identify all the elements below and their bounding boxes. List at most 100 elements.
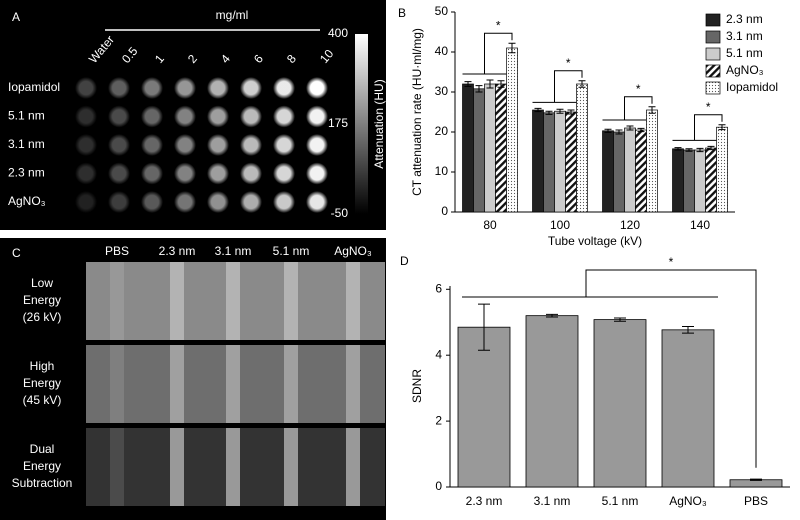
error-bar: [497, 80, 505, 88]
legend-label: 5.1 nm: [726, 46, 763, 60]
panel-d: D 0 2 4 6 SDNR 2.3 nm 3.1 nm 5.1 nm AgNO₃ PBS *: [400, 254, 790, 508]
bar: [554, 110, 566, 213]
bar: [694, 149, 706, 213]
legend-label: 3.1 nm: [726, 29, 763, 43]
tube-stripe: [110, 428, 124, 506]
x-tick-label: 140: [690, 218, 710, 232]
tube-stripe: [170, 345, 184, 423]
y-tick-label: 6: [435, 281, 442, 295]
bracket: [672, 114, 723, 141]
colorbar-tick: -50: [331, 206, 349, 220]
x-tick-label: 80: [483, 218, 497, 232]
sample-dot: [273, 191, 295, 213]
legend-swatch: [705, 81, 721, 95]
y-tick-label: 50: [435, 4, 449, 18]
legend-swatch: [705, 47, 721, 61]
y-tick-label: 20: [435, 124, 449, 138]
error-bar: [464, 81, 472, 87]
row-label: Subtraction: [12, 476, 73, 490]
sample-dot: [207, 162, 229, 185]
x-axis-label: Tube voltage (kV): [548, 234, 642, 248]
sample-dot: [273, 162, 295, 185]
legend-label: AgNO₃: [726, 63, 764, 77]
panel-b: B 0 10 20 30 40 50 CT attenuation rate (HU·ml/m…: [398, 4, 778, 248]
error-bar: [578, 80, 586, 88]
error-bar: [648, 106, 656, 114]
colorbar-tick: 175: [328, 116, 348, 130]
sample-dot: [207, 134, 229, 156]
row-label: AgNO₃: [8, 194, 46, 208]
sample-dot: [141, 77, 163, 99]
panel-label: B: [398, 6, 406, 20]
bar: [661, 329, 715, 488]
error-bar: [707, 145, 715, 151]
bar: [683, 149, 695, 213]
column-label: 5.1 nm: [273, 244, 310, 258]
panel-label: A: [12, 10, 20, 24]
tube-stripe: [170, 428, 184, 506]
sample-dot: [108, 105, 130, 128]
legend-swatch: [705, 30, 721, 44]
xray-image: [86, 262, 385, 340]
bar: [543, 112, 555, 213]
x-tick-label: 5.1 nm: [602, 494, 639, 508]
tube-stripe: [346, 262, 360, 340]
y-axis-label: CT attenuation rate (HU·ml/mg): [410, 28, 424, 196]
annotation: *: [636, 82, 641, 96]
sample-dot: [108, 134, 130, 156]
legend-swatch: [705, 13, 721, 27]
bar: [624, 127, 636, 213]
error-bar: [604, 128, 612, 133]
bar: [716, 126, 728, 213]
colorbar-tick: 400: [328, 26, 348, 40]
sample-dot: [174, 105, 196, 128]
row-label: Iopamidol: [8, 80, 60, 94]
column-label: AgNO₃: [334, 244, 372, 258]
panel-label: D: [400, 254, 409, 268]
bar: [602, 130, 614, 213]
sample-dot: [108, 77, 130, 99]
x-tick-label: 120: [620, 218, 640, 232]
sample-dot: [240, 105, 262, 128]
sample-dot: [174, 162, 196, 185]
tube-stripe: [226, 428, 240, 506]
colorbar-label: Attenuation (HU): [372, 79, 386, 168]
bar: [646, 109, 658, 213]
row-label: Dual: [30, 442, 55, 456]
error-bar: [556, 108, 564, 114]
error-bar: [475, 85, 483, 93]
sample-dot: [207, 105, 229, 128]
sample-dot: [240, 162, 262, 185]
sample-dot: [306, 105, 328, 128]
sample-dot: [75, 134, 97, 156]
bar: [672, 148, 684, 213]
tube-stripe: [346, 428, 360, 506]
y-tick-label: 0: [441, 204, 448, 218]
bar: [705, 147, 717, 213]
error-bar: [615, 129, 623, 135]
bracket: [462, 269, 757, 468]
error-bar: [508, 42, 516, 54]
tube-stripe: [346, 345, 360, 423]
sample-dot: [240, 191, 262, 213]
sample-dot: [207, 77, 229, 99]
sample-dot: [174, 77, 196, 99]
panel-c: C Low Energy (26 kV) High Energy (45 kV) Dual En…: [12, 244, 385, 506]
annotation: *: [669, 255, 674, 269]
column-label: PBS: [105, 244, 129, 258]
column-label: 3.1 nm: [215, 244, 252, 258]
x-tick-label: 100: [550, 218, 570, 232]
sample-dot: [141, 162, 163, 185]
tube-stripe: [170, 262, 184, 340]
y-tick-label: 0: [435, 479, 442, 493]
y-tick-label: 4: [435, 347, 442, 361]
error-bar: [545, 110, 553, 115]
row-label: Low: [31, 276, 53, 290]
row-label: (26 kV): [23, 310, 62, 324]
panel-label: C: [12, 246, 21, 260]
bar: [495, 83, 507, 213]
bracket: [462, 32, 513, 75]
error-bar: [682, 326, 694, 334]
tube-stripe: [284, 428, 298, 506]
bar: [462, 83, 474, 213]
